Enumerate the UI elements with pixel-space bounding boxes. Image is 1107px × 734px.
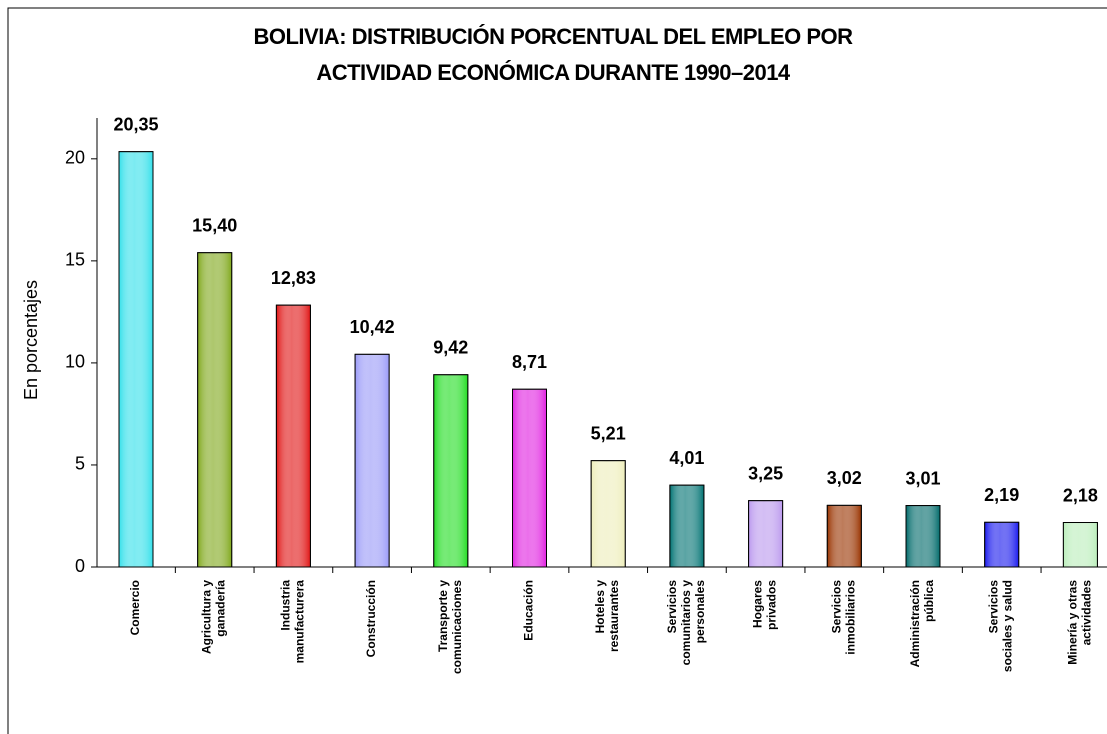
bar-shine: [433, 374, 469, 568]
x-tick-label-line: Minería y otras: [1066, 580, 1080, 665]
x-tick-label-line: personales: [693, 580, 707, 644]
x-tick-label: Industriamanufacturera: [279, 580, 307, 664]
x-tick-label-line: Construcción: [364, 580, 378, 657]
x-tick-label: Serviciosinmobiliarios: [829, 580, 857, 655]
x-tick-label: Servicioscomunitarios ypersonales: [665, 580, 707, 666]
x-tick-label-line: Hogares: [751, 580, 765, 628]
x-tick-label-line: Educación: [522, 580, 536, 641]
bar-shine: [905, 505, 941, 568]
frame: [7, 7, 1107, 734]
x-tick-label-line: comunicaciones: [450, 580, 464, 674]
x-tick-label-line: manufacturera: [293, 580, 307, 664]
value-label: 2,18: [1063, 485, 1098, 505]
chart-title: ACTIVIDAD ECONÓMICA DURANTE 1990–2014: [316, 60, 791, 85]
x-tick-label: Minería y otrasactividades: [1066, 580, 1094, 665]
x-tick-label: Educación: [522, 580, 536, 641]
value-label: 2,19: [984, 485, 1019, 505]
value-label: 20,35: [113, 114, 158, 134]
value-label: 5,21: [591, 423, 626, 443]
x-tick-label: Construcción: [364, 580, 378, 657]
x-tick-label: Serviciossociales y salud: [987, 580, 1015, 672]
value-label: 3,25: [748, 463, 783, 483]
bar-shine: [669, 484, 705, 568]
x-tick-label-line: Transporte y: [436, 580, 450, 652]
x-tick-label-line: Agricultura y: [200, 580, 214, 654]
value-label: 3,01: [905, 468, 940, 488]
y-tick-label: 5: [75, 454, 85, 474]
value-label: 9,42: [433, 337, 468, 357]
x-tick-label-line: Industria: [279, 580, 293, 631]
bar-shine: [748, 500, 784, 568]
x-tick-label-line: Servicios: [829, 580, 843, 634]
x-tick-label-line: Hoteles y: [593, 580, 607, 634]
bar-shine: [354, 353, 390, 568]
x-tick-label: Administraciónpública: [908, 580, 936, 668]
y-tick-label: 15: [65, 250, 85, 270]
x-tick-label-line: Comercio: [128, 580, 142, 635]
value-label: 15,40: [192, 215, 237, 235]
x-tick-label-line: comunitarios y: [679, 580, 693, 666]
x-tick-label: Agricultura yganadería: [200, 580, 228, 654]
x-tick-label-line: pública: [922, 580, 936, 622]
chart-title: BOLIVIA: DISTRIBUCIÓN PORCENTUAL DEL EMP…: [253, 24, 853, 49]
bar-shine: [512, 388, 547, 568]
value-label: 4,01: [669, 448, 704, 468]
x-tick-label: Hoteles yrestaurantes: [593, 580, 621, 652]
x-tick-label: Transporte ycomunicaciones: [436, 580, 464, 674]
x-tick-label-line: Servicios: [987, 580, 1001, 634]
y-tick-label: 20: [65, 148, 85, 168]
y-tick-label: 10: [65, 352, 85, 372]
y-tick-label: 0: [75, 556, 85, 576]
x-tick-label-line: ganadería: [214, 580, 228, 637]
bar-shine: [197, 252, 233, 568]
x-tick-label-line: restaurantes: [607, 580, 621, 652]
bar-shine: [1062, 522, 1098, 568]
value-label: 3,02: [827, 468, 862, 488]
bar-shine: [590, 460, 626, 568]
y-axis-label: En porcentajes: [21, 280, 41, 400]
x-tick-label-line: sociales y salud: [1001, 580, 1015, 672]
value-label: 12,83: [271, 268, 316, 288]
value-label: 8,71: [512, 352, 547, 372]
x-tick-label-line: Servicios: [665, 580, 679, 634]
bar-shine: [118, 151, 154, 568]
bar-shine: [826, 504, 862, 568]
x-tick-label-line: inmobiliarios: [843, 580, 857, 655]
bar-shine: [984, 521, 1020, 568]
x-tick-label-line: Administración: [908, 580, 922, 667]
value-label: 10,42: [350, 317, 395, 337]
x-tick-label: Hogaresprivados: [751, 580, 779, 630]
x-tick-label-line: actividades: [1080, 580, 1094, 646]
x-tick-label-line: privados: [765, 580, 779, 630]
bar-shine: [275, 304, 311, 568]
x-tick-label: Comercio: [128, 580, 142, 635]
